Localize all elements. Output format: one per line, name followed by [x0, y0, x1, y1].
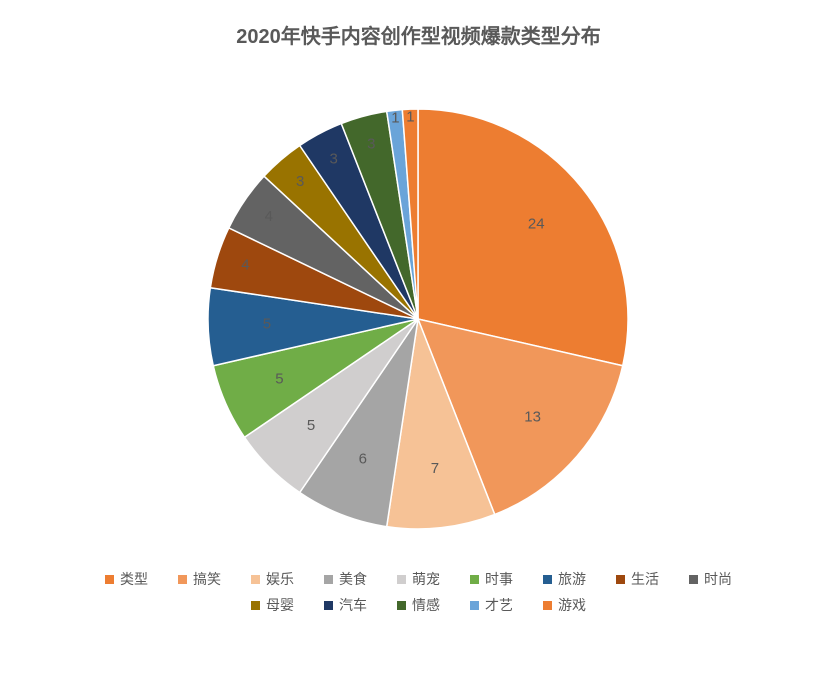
slice-value-label: 6	[359, 451, 367, 468]
legend-item: 旅游	[543, 569, 586, 589]
legend-swatch	[251, 575, 260, 584]
legend-swatch	[105, 575, 114, 584]
legend-swatch	[397, 575, 406, 584]
legend-item: 才艺	[470, 595, 513, 615]
legend-label: 才艺	[485, 595, 513, 615]
legend-item: 汽车	[324, 595, 367, 615]
slice-value-label: 5	[275, 370, 283, 387]
pie-chart-area: 2413765554433311	[0, 49, 837, 569]
slice-value-label: 3	[367, 136, 375, 153]
pie-svg: 2413765554433311	[0, 49, 837, 569]
legend-item: 类型	[105, 569, 148, 589]
legend-swatch	[324, 575, 333, 584]
slice-value-label: 13	[524, 409, 541, 426]
legend-label: 旅游	[558, 569, 586, 589]
legend-label: 汽车	[339, 595, 367, 615]
legend-item: 母婴	[251, 595, 294, 615]
legend-label: 搞笑	[193, 569, 221, 589]
legend-item: 游戏	[543, 595, 586, 615]
slice-value-label: 1	[391, 110, 399, 127]
chart-container: 2020年快手内容创作型视频爆款类型分布 2413765554433311 类型…	[0, 0, 837, 697]
legend-item: 时事	[470, 569, 513, 589]
legend-label: 生活	[631, 569, 659, 589]
chart-title: 2020年快手内容创作型视频爆款类型分布	[0, 0, 837, 49]
legend-swatch	[616, 575, 625, 584]
legend-label: 娱乐	[266, 569, 294, 589]
legend-label: 时尚	[704, 569, 732, 589]
slice-value-label: 24	[528, 216, 545, 233]
legend-swatch	[324, 601, 333, 610]
slice-value-label: 5	[307, 417, 315, 434]
legend-item: 娱乐	[251, 569, 294, 589]
legend-item: 情感	[397, 595, 440, 615]
legend-item: 美食	[324, 569, 367, 589]
legend-item: 搞笑	[178, 569, 221, 589]
legend-swatch	[251, 601, 260, 610]
legend-label: 萌宠	[412, 569, 440, 589]
slice-value-label: 7	[431, 460, 439, 477]
legend: 类型 搞笑 娱乐 美食 萌宠 时事 旅游 生活 时尚母婴 汽车 情感 才艺 游戏	[0, 569, 837, 635]
slice-value-label: 3	[296, 173, 304, 190]
slice-value-label: 5	[263, 316, 271, 333]
slice-value-label: 3	[329, 150, 337, 167]
legend-swatch	[397, 601, 406, 610]
legend-item: 生活	[616, 569, 659, 589]
legend-swatch	[689, 575, 698, 584]
slice-value-label: 1	[406, 109, 414, 126]
slice-value-label: 4	[241, 257, 249, 274]
legend-swatch	[470, 575, 479, 584]
legend-label: 美食	[339, 569, 367, 589]
slice-value-label: 4	[265, 208, 273, 225]
legend-swatch	[470, 601, 479, 610]
legend-label: 游戏	[558, 595, 586, 615]
legend-label: 类型	[120, 569, 148, 589]
legend-swatch	[178, 575, 187, 584]
legend-label: 情感	[412, 595, 440, 615]
legend-swatch	[543, 601, 552, 610]
legend-item: 萌宠	[397, 569, 440, 589]
legend-label: 时事	[485, 569, 513, 589]
legend-label: 母婴	[266, 595, 294, 615]
legend-item: 时尚	[689, 569, 732, 589]
legend-swatch	[543, 575, 552, 584]
